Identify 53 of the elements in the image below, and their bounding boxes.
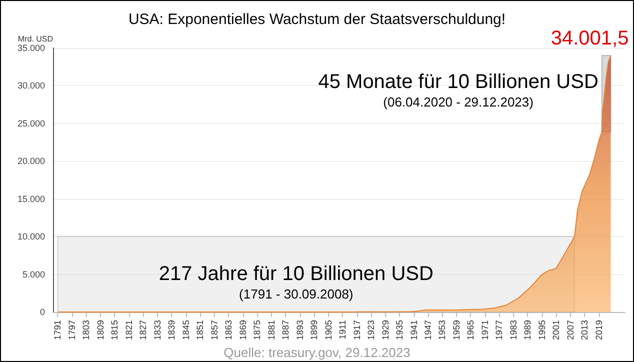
x-tick-label: 2019 bbox=[594, 320, 604, 340]
x-tick-label: 1851 bbox=[195, 320, 206, 340]
x-tick-label: 2007 bbox=[565, 320, 576, 340]
x-tick-label: 1827 bbox=[138, 320, 148, 340]
x-tick-label: 1821 bbox=[124, 320, 134, 340]
x-tick-label: 1833 bbox=[152, 320, 162, 340]
x-tick-label: 1869 bbox=[238, 320, 248, 340]
y-tick-label: 0 bbox=[40, 307, 45, 317]
x-tick-label: 1815 bbox=[110, 320, 120, 340]
x-tick-label: 1797 bbox=[66, 320, 77, 340]
x-tick-label: 1977 bbox=[494, 320, 504, 340]
x-tick-label: 1803 bbox=[81, 320, 92, 340]
y-tick-label: 30.000 bbox=[17, 80, 45, 91]
x-tick-label: 1953 bbox=[437, 320, 448, 340]
x-tick-label: 1989 bbox=[522, 320, 533, 340]
band-label: 45 Monate für 10 Billionen USD (06.04.2020 - 29.12.2023) bbox=[318, 71, 598, 110]
x-tick-label: 1845 bbox=[180, 320, 191, 340]
source-note: Quelle: treasury.gov, 29.12.2023 bbox=[224, 345, 410, 360]
y-tick-label: 15.000 bbox=[17, 194, 45, 204]
x-tick-label: 1995 bbox=[536, 320, 547, 340]
chart-title: USA: Exponentielles Wachstum der Staatsverschuldung! bbox=[128, 11, 506, 28]
y-axis-title: Mrd. USD bbox=[18, 34, 54, 44]
x-tick-label: 1887 bbox=[280, 320, 291, 340]
data-label: 34.001,5 bbox=[550, 28, 629, 50]
x-tick-label: 1947 bbox=[423, 320, 434, 340]
y-tick-label: 35.000 bbox=[17, 43, 45, 53]
x-tick-label: 1971 bbox=[480, 320, 490, 340]
x-tick-label: 1917 bbox=[352, 320, 362, 340]
x-tick-label: 1881 bbox=[266, 320, 276, 340]
y-tick-label: 20.000 bbox=[17, 156, 45, 166]
x-tick-label: 1791 bbox=[52, 320, 63, 340]
y-tick-label: 5.000 bbox=[22, 269, 45, 280]
x-tick-label: 1935 bbox=[394, 320, 405, 340]
x-tick-label: 1983 bbox=[508, 320, 518, 340]
x-tick-label: 1929 bbox=[380, 320, 390, 340]
x-tick-label: 1899 bbox=[309, 320, 320, 340]
x-tick-label: 1905 bbox=[323, 320, 334, 340]
x-tick-label: 1857 bbox=[209, 320, 220, 340]
x-tick-label: 2001 bbox=[551, 320, 562, 340]
x-tick-label: 1875 bbox=[252, 320, 262, 340]
x-tick-label: 1959 bbox=[451, 320, 462, 340]
x-tick-label: 1911 bbox=[338, 320, 348, 340]
x-tick-label: 1863 bbox=[224, 320, 234, 340]
x-tick-label: 1923 bbox=[366, 320, 376, 340]
x-tick-label: 2013 bbox=[580, 320, 590, 340]
x-tick-label: 1809 bbox=[95, 320, 106, 340]
x-tick-label: 1941 bbox=[408, 320, 419, 340]
band-label: 217 Jahre für 10 Billionen USD (1791 - 30.09.2008) bbox=[158, 263, 434, 302]
x-tick-label: 1965 bbox=[466, 320, 476, 340]
y-tick-label: 10.000 bbox=[17, 232, 45, 242]
x-tick-label: 1893 bbox=[294, 320, 305, 340]
y-tick-label: 25.000 bbox=[17, 118, 45, 128]
x-tick-label: 1839 bbox=[166, 320, 177, 340]
